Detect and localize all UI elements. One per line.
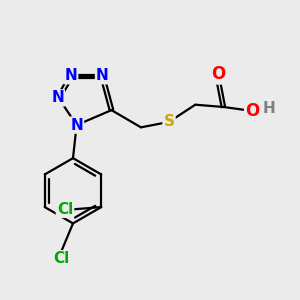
Text: O: O: [211, 65, 225, 83]
Text: N: N: [51, 90, 64, 105]
Text: N: N: [96, 68, 109, 83]
Text: N: N: [64, 68, 77, 83]
Text: O: O: [245, 102, 260, 120]
Text: Cl: Cl: [57, 202, 73, 217]
Text: S: S: [164, 114, 175, 129]
Text: N: N: [70, 118, 83, 133]
Text: H: H: [262, 101, 275, 116]
Text: Cl: Cl: [53, 251, 70, 266]
